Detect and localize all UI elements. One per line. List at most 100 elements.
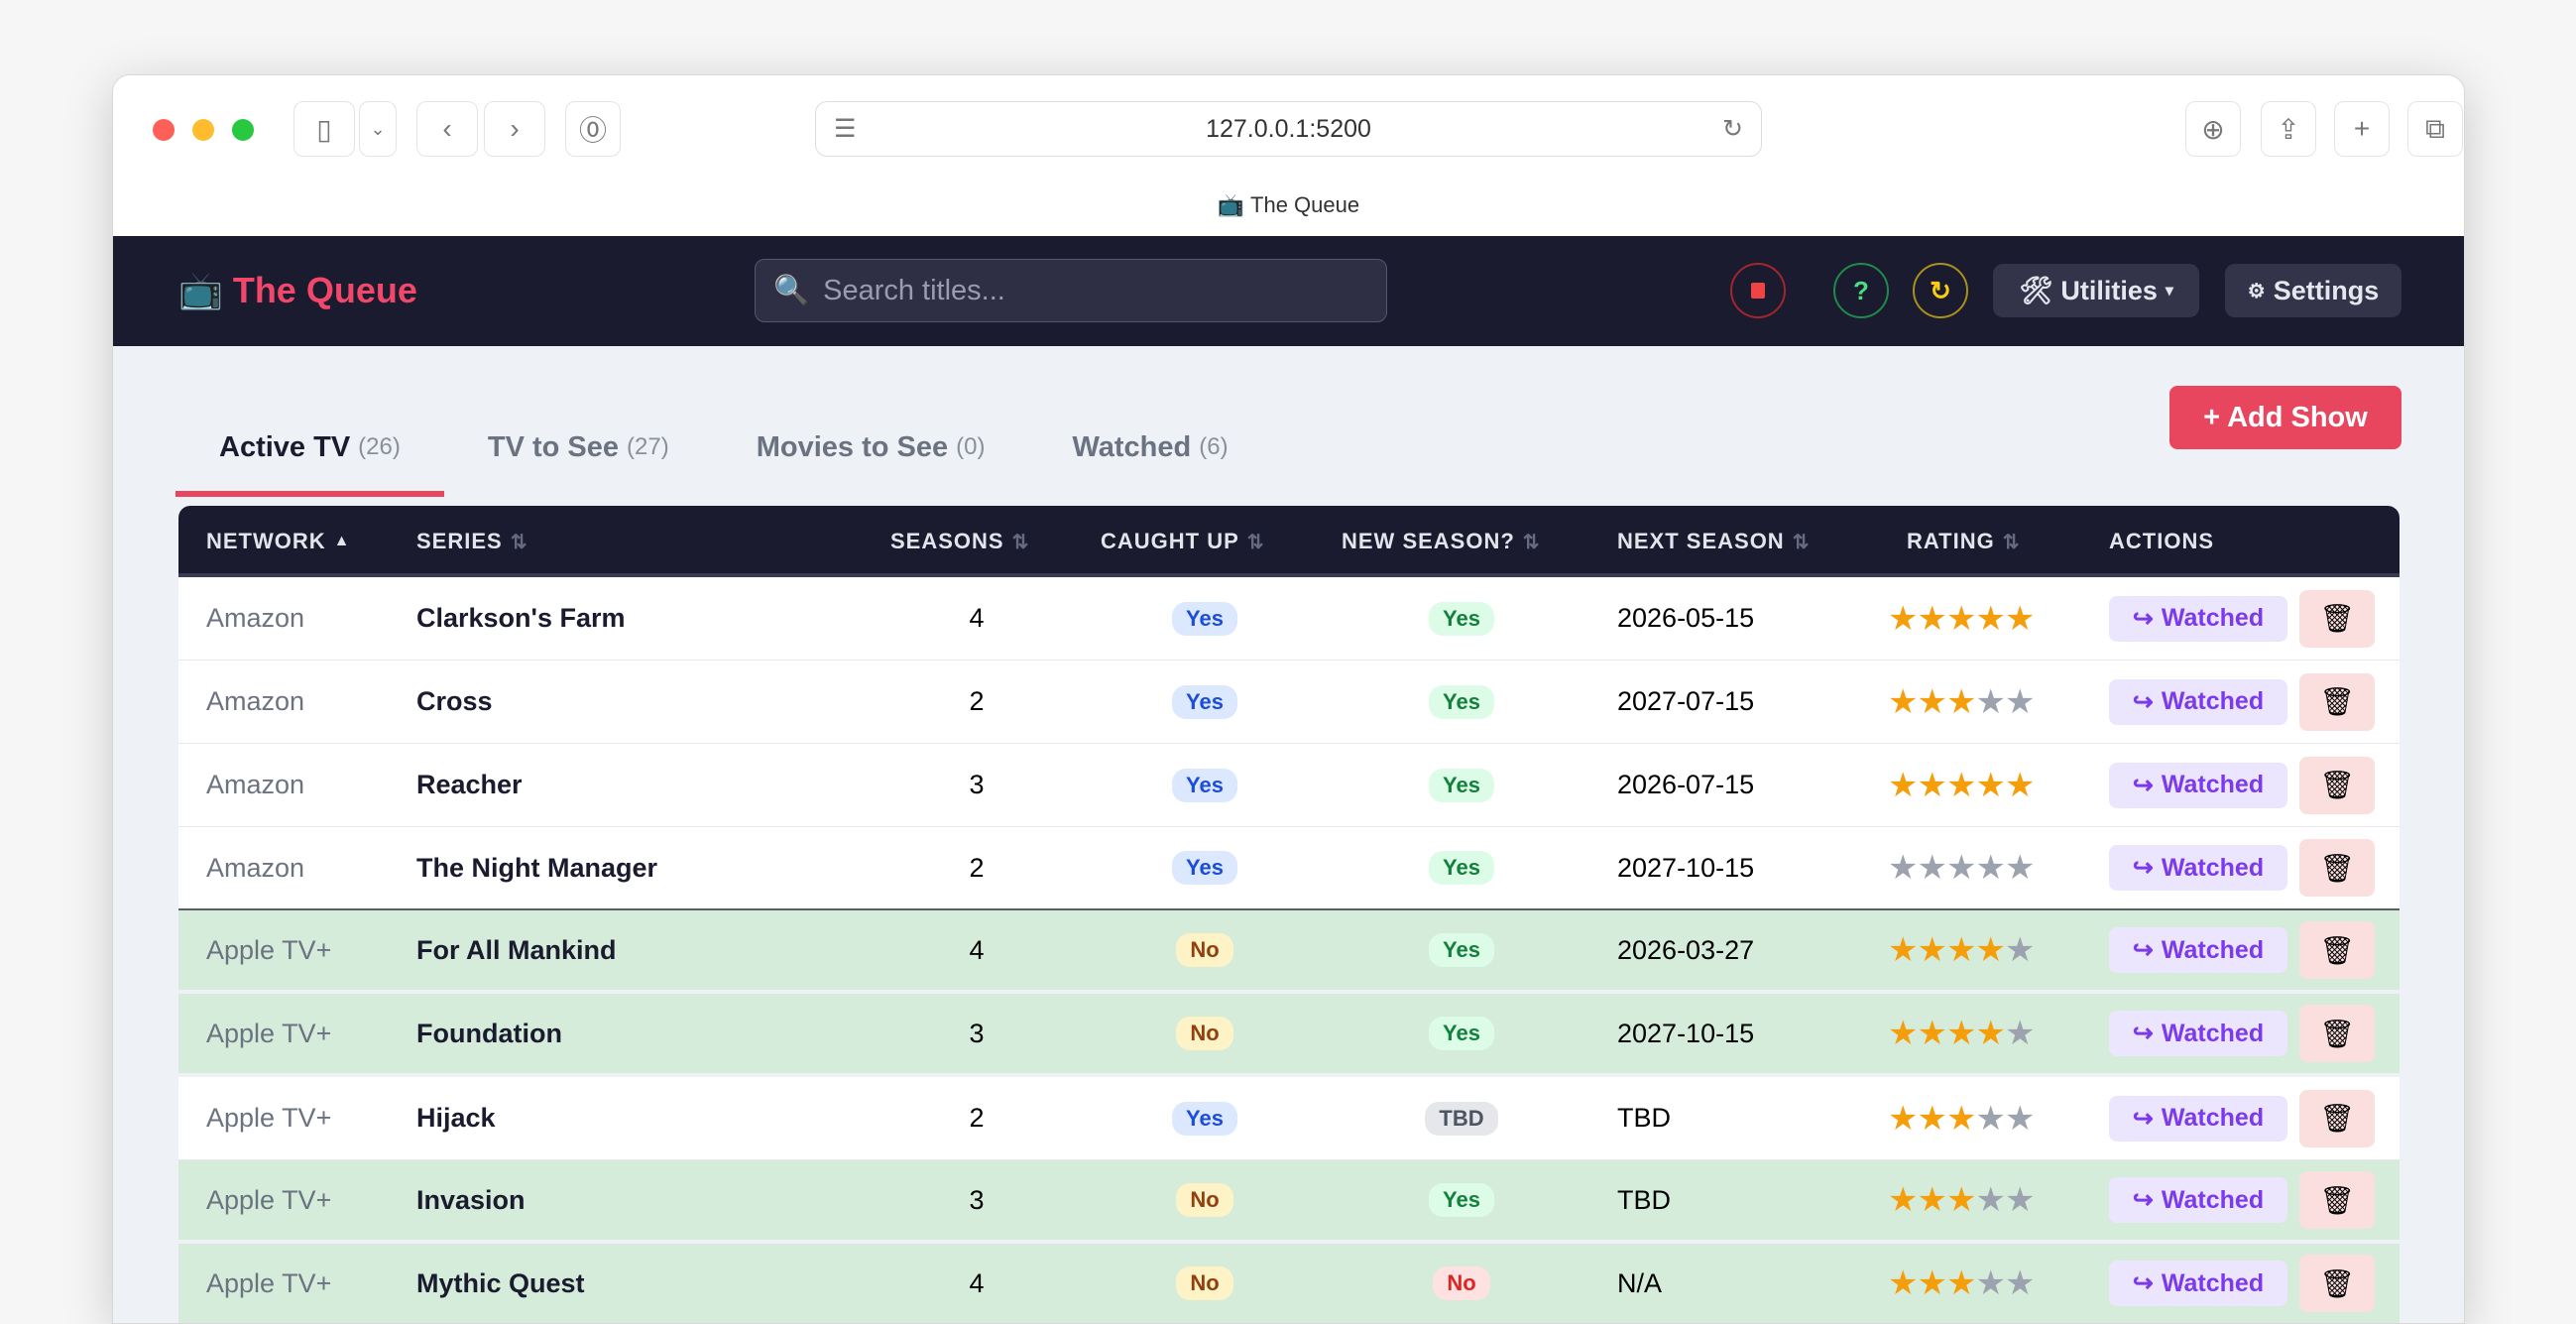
table-row[interactable]: Apple TV+ Foundation 3 No Yes 2027-10-15… xyxy=(178,994,2400,1077)
star-icon[interactable]: ★ xyxy=(1917,1099,1947,1138)
caught-up-badge[interactable]: Yes xyxy=(1172,851,1237,885)
star-icon[interactable]: ★ xyxy=(1975,1015,2006,1052)
delete-button[interactable]: 🗑 xyxy=(2299,1255,2375,1312)
browser-tab[interactable]: 📺 The Queue xyxy=(113,192,2464,218)
delete-button[interactable]: 🗑 xyxy=(2299,756,2375,814)
new-season-cell[interactable]: No xyxy=(1377,1244,1546,1323)
mark-watched-button[interactable]: ↪ Watched xyxy=(2109,678,2287,725)
new-season-badge[interactable]: TBD xyxy=(1425,1101,1498,1136)
table-row[interactable]: Apple TV+ Mythic Quest 4 No No N/A ★ ★ ★ ★ ★… xyxy=(178,1244,2400,1323)
new-season-badge[interactable]: Yes xyxy=(1429,1183,1494,1217)
star-icon[interactable]: ★ xyxy=(1945,766,1977,804)
series-cell[interactable]: Mythic Quest xyxy=(416,1267,585,1298)
caught-up-badge[interactable]: Yes xyxy=(1172,684,1237,719)
delete-button[interactable]: 🗑 xyxy=(2299,589,2375,648)
caught-up-cell[interactable]: Yes xyxy=(1120,1077,1289,1159)
star-icon[interactable]: ★ xyxy=(2004,1015,2036,1052)
rating-stars[interactable]: ★ ★ ★ ★ ★ xyxy=(1888,744,2036,826)
table-row[interactable]: Amazon Reacher 3 Yes Yes 2026-07-15 ★ ★ ★ ★… xyxy=(178,744,2400,827)
caught-up-badge[interactable]: No xyxy=(1176,1183,1233,1217)
mark-watched-button[interactable]: ↪ Watched xyxy=(2109,1261,2287,1306)
star-icon[interactable]: ★ xyxy=(1945,849,1977,887)
star-icon[interactable]: ★ xyxy=(1888,766,1919,804)
new-season-badge[interactable]: Yes xyxy=(1429,684,1494,719)
column-series[interactable]: SERIES ⇅ xyxy=(416,506,527,577)
star-icon[interactable]: ★ xyxy=(1945,1264,1977,1302)
new-season-badge[interactable]: Yes xyxy=(1429,601,1494,636)
table-row[interactable]: Amazon Cross 2 Yes Yes 2027-07-15 ★ ★ ★ ★ ★ … xyxy=(178,661,2400,744)
rating-stars[interactable]: ★ ★ ★ ★ ★ xyxy=(1888,1160,2036,1240)
star-icon[interactable]: ★ xyxy=(1945,1015,1977,1052)
new-season-badge[interactable]: No xyxy=(1433,1266,1490,1300)
new-season-cell[interactable]: Yes xyxy=(1377,1160,1546,1240)
tab-tv-to-see[interactable]: TV to See (27) xyxy=(444,410,713,485)
rating-stars[interactable]: ★ ★ ★ ★ ★ xyxy=(1888,994,2036,1073)
new-tab-icon[interactable]: + xyxy=(2334,101,2390,157)
mark-watched-button[interactable]: ↪ Watched xyxy=(2109,762,2287,808)
series-cell[interactable]: For All Mankind xyxy=(416,934,617,965)
rating-stars[interactable]: ★ ★ ★ ★ ★ xyxy=(1888,1244,2036,1323)
new-season-cell[interactable]: Yes xyxy=(1377,577,1546,660)
new-season-cell[interactable]: Yes xyxy=(1377,827,1546,908)
caught-up-cell[interactable]: Yes xyxy=(1120,827,1289,908)
tab-active-tv[interactable]: Active TV (26) xyxy=(176,410,444,497)
caught-up-cell[interactable]: No xyxy=(1120,994,1289,1073)
new-season-cell[interactable]: Yes xyxy=(1377,994,1546,1073)
mark-watched-button[interactable]: ↪ Watched xyxy=(2109,845,2287,891)
caught-up-cell[interactable]: Yes xyxy=(1120,577,1289,660)
star-icon[interactable]: ★ xyxy=(2004,682,2036,721)
star-icon[interactable]: ★ xyxy=(2004,766,2036,804)
series-cell[interactable]: Reacher xyxy=(416,770,523,799)
star-icon[interactable]: ★ xyxy=(2004,1181,2036,1219)
star-icon[interactable]: ★ xyxy=(1888,931,1919,969)
column-rating[interactable]: RATING ⇅ xyxy=(1907,506,2020,577)
star-icon[interactable]: ★ xyxy=(1917,766,1947,804)
star-icon[interactable]: ★ xyxy=(1945,1181,1977,1219)
series-cell[interactable]: The Night Manager xyxy=(416,852,658,883)
caught-up-badge[interactable]: Yes xyxy=(1172,1101,1237,1136)
rating-stars[interactable]: ★ ★ ★ ★ ★ xyxy=(1888,577,2035,660)
star-icon[interactable]: ★ xyxy=(1888,1181,1919,1219)
new-season-cell[interactable]: Yes xyxy=(1377,910,1546,990)
column-network[interactable]: NETWORK ▲ xyxy=(206,506,351,577)
star-icon[interactable]: ★ xyxy=(1975,931,2006,969)
star-icon[interactable]: ★ xyxy=(1975,682,2006,721)
caught-up-badge[interactable]: No xyxy=(1176,933,1233,967)
table-row[interactable]: Amazon Clarkson's Farm 4 Yes Yes 2026-05… xyxy=(178,577,2400,661)
series-cell[interactable]: Hijack xyxy=(416,1103,496,1133)
star-icon[interactable]: ★ xyxy=(1975,1099,2006,1138)
caught-up-cell[interactable]: No xyxy=(1120,1244,1289,1323)
series-cell[interactable]: Cross xyxy=(416,686,493,716)
star-icon[interactable]: ★ xyxy=(1917,1181,1947,1219)
column-seasons[interactable]: SEASONS ⇅ xyxy=(890,506,1029,577)
star-icon[interactable]: ★ xyxy=(2004,1264,2036,1302)
mark-watched-button[interactable]: ↪ Watched xyxy=(2109,595,2287,642)
caught-up-badge[interactable]: No xyxy=(1176,1266,1233,1300)
table-row[interactable]: Apple TV+ Hijack 2 Yes TBD TBD ★ ★ ★ ★ ★ ↪ Wa… xyxy=(178,1077,2400,1160)
back-icon[interactable]: ‹ xyxy=(416,101,478,157)
caught-up-cell[interactable]: No xyxy=(1120,910,1289,990)
stop-button[interactable] xyxy=(1730,263,1786,318)
close-window-button[interactable] xyxy=(153,119,175,141)
share-icon[interactable]: ⇪ xyxy=(2261,101,2316,157)
new-season-cell[interactable]: Yes xyxy=(1377,661,1546,743)
mark-watched-button[interactable]: ↪ Watched xyxy=(2109,1177,2287,1223)
password-icon[interactable]: ⓪ xyxy=(565,101,621,157)
column-caught-up[interactable]: CAUGHT UP ⇅ xyxy=(1101,506,1265,577)
delete-button[interactable]: 🗑 xyxy=(2299,1171,2375,1229)
search-input[interactable]: 🔍 Search titles... xyxy=(755,259,1387,322)
table-row[interactable]: Apple TV+ Invasion 3 No Yes TBD ★ ★ ★ ★ ★ ↪ W… xyxy=(178,1160,2400,1244)
caught-up-badge[interactable]: No xyxy=(1176,1017,1233,1050)
star-icon[interactable]: ★ xyxy=(1975,599,2006,638)
new-season-badge[interactable]: Yes xyxy=(1429,933,1494,967)
caught-up-cell[interactable]: No xyxy=(1120,1160,1289,1240)
rating-stars[interactable]: ★ ★ ★ ★ ★ xyxy=(1888,910,2035,990)
help-button[interactable]: ? xyxy=(1833,263,1889,318)
star-icon[interactable]: ★ xyxy=(1945,1099,1977,1138)
tabs-overview-icon[interactable]: ⧉ xyxy=(2407,101,2463,157)
caught-up-badge[interactable]: Yes xyxy=(1172,768,1237,802)
column-next-season[interactable]: NEXT SEASON ⇅ xyxy=(1617,506,1810,577)
tab-watched[interactable]: Watched (6) xyxy=(1028,410,1271,485)
column-new-season[interactable]: NEW SEASON? ⇅ xyxy=(1342,506,1541,577)
star-icon[interactable]: ★ xyxy=(1888,682,1919,721)
